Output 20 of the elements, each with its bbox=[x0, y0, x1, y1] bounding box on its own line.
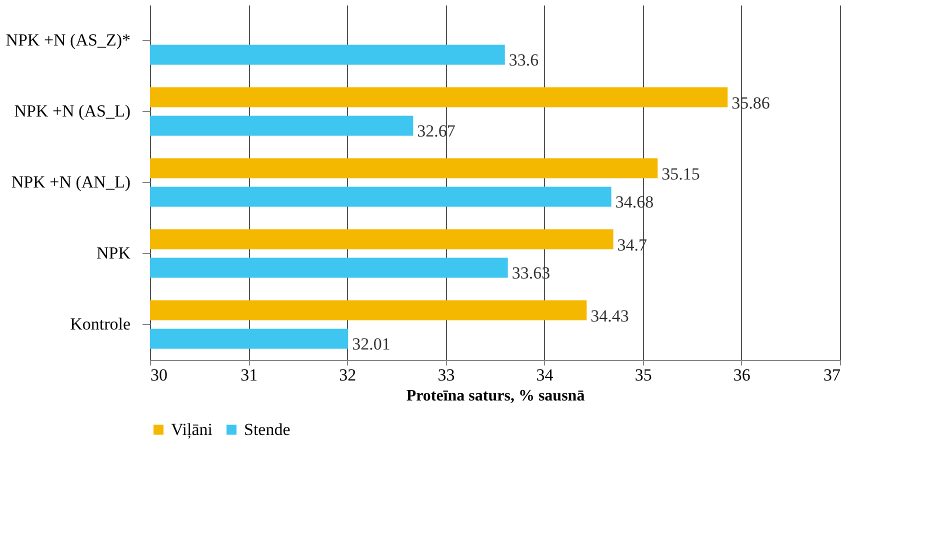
x-axis-title: Proteīna saturs, % sausnā bbox=[406, 388, 585, 404]
data-label: 34.43 bbox=[590, 306, 629, 326]
y-tick-label: NPK +N (AS_L) bbox=[14, 102, 130, 120]
y-tick-label: NPK +N (AN_L) bbox=[11, 172, 130, 192]
x-tick-label: 35 bbox=[634, 366, 652, 384]
x-tick-label: 37 bbox=[824, 366, 841, 384]
x-tick-label: 36 bbox=[733, 366, 750, 384]
x-tick-label: 32 bbox=[339, 366, 356, 384]
legend-label: Stende bbox=[244, 420, 290, 439]
x-tick-label: 34 bbox=[536, 366, 554, 384]
y-tick-label: NPK bbox=[96, 244, 132, 262]
y-tick-label: Kontrole bbox=[70, 314, 130, 334]
x-tick-label: 31 bbox=[240, 366, 258, 384]
x-tick-label: 30 bbox=[150, 366, 168, 384]
data-label: 32.01 bbox=[352, 334, 390, 354]
x-tick-label: 33 bbox=[438, 366, 455, 384]
y-tick-label: NPK +N (AS_Z)* bbox=[6, 30, 130, 50]
legend-label: Viļāni bbox=[171, 420, 213, 439]
data-label: 35.15 bbox=[662, 164, 700, 184]
data-label: 33.6 bbox=[508, 50, 539, 70]
